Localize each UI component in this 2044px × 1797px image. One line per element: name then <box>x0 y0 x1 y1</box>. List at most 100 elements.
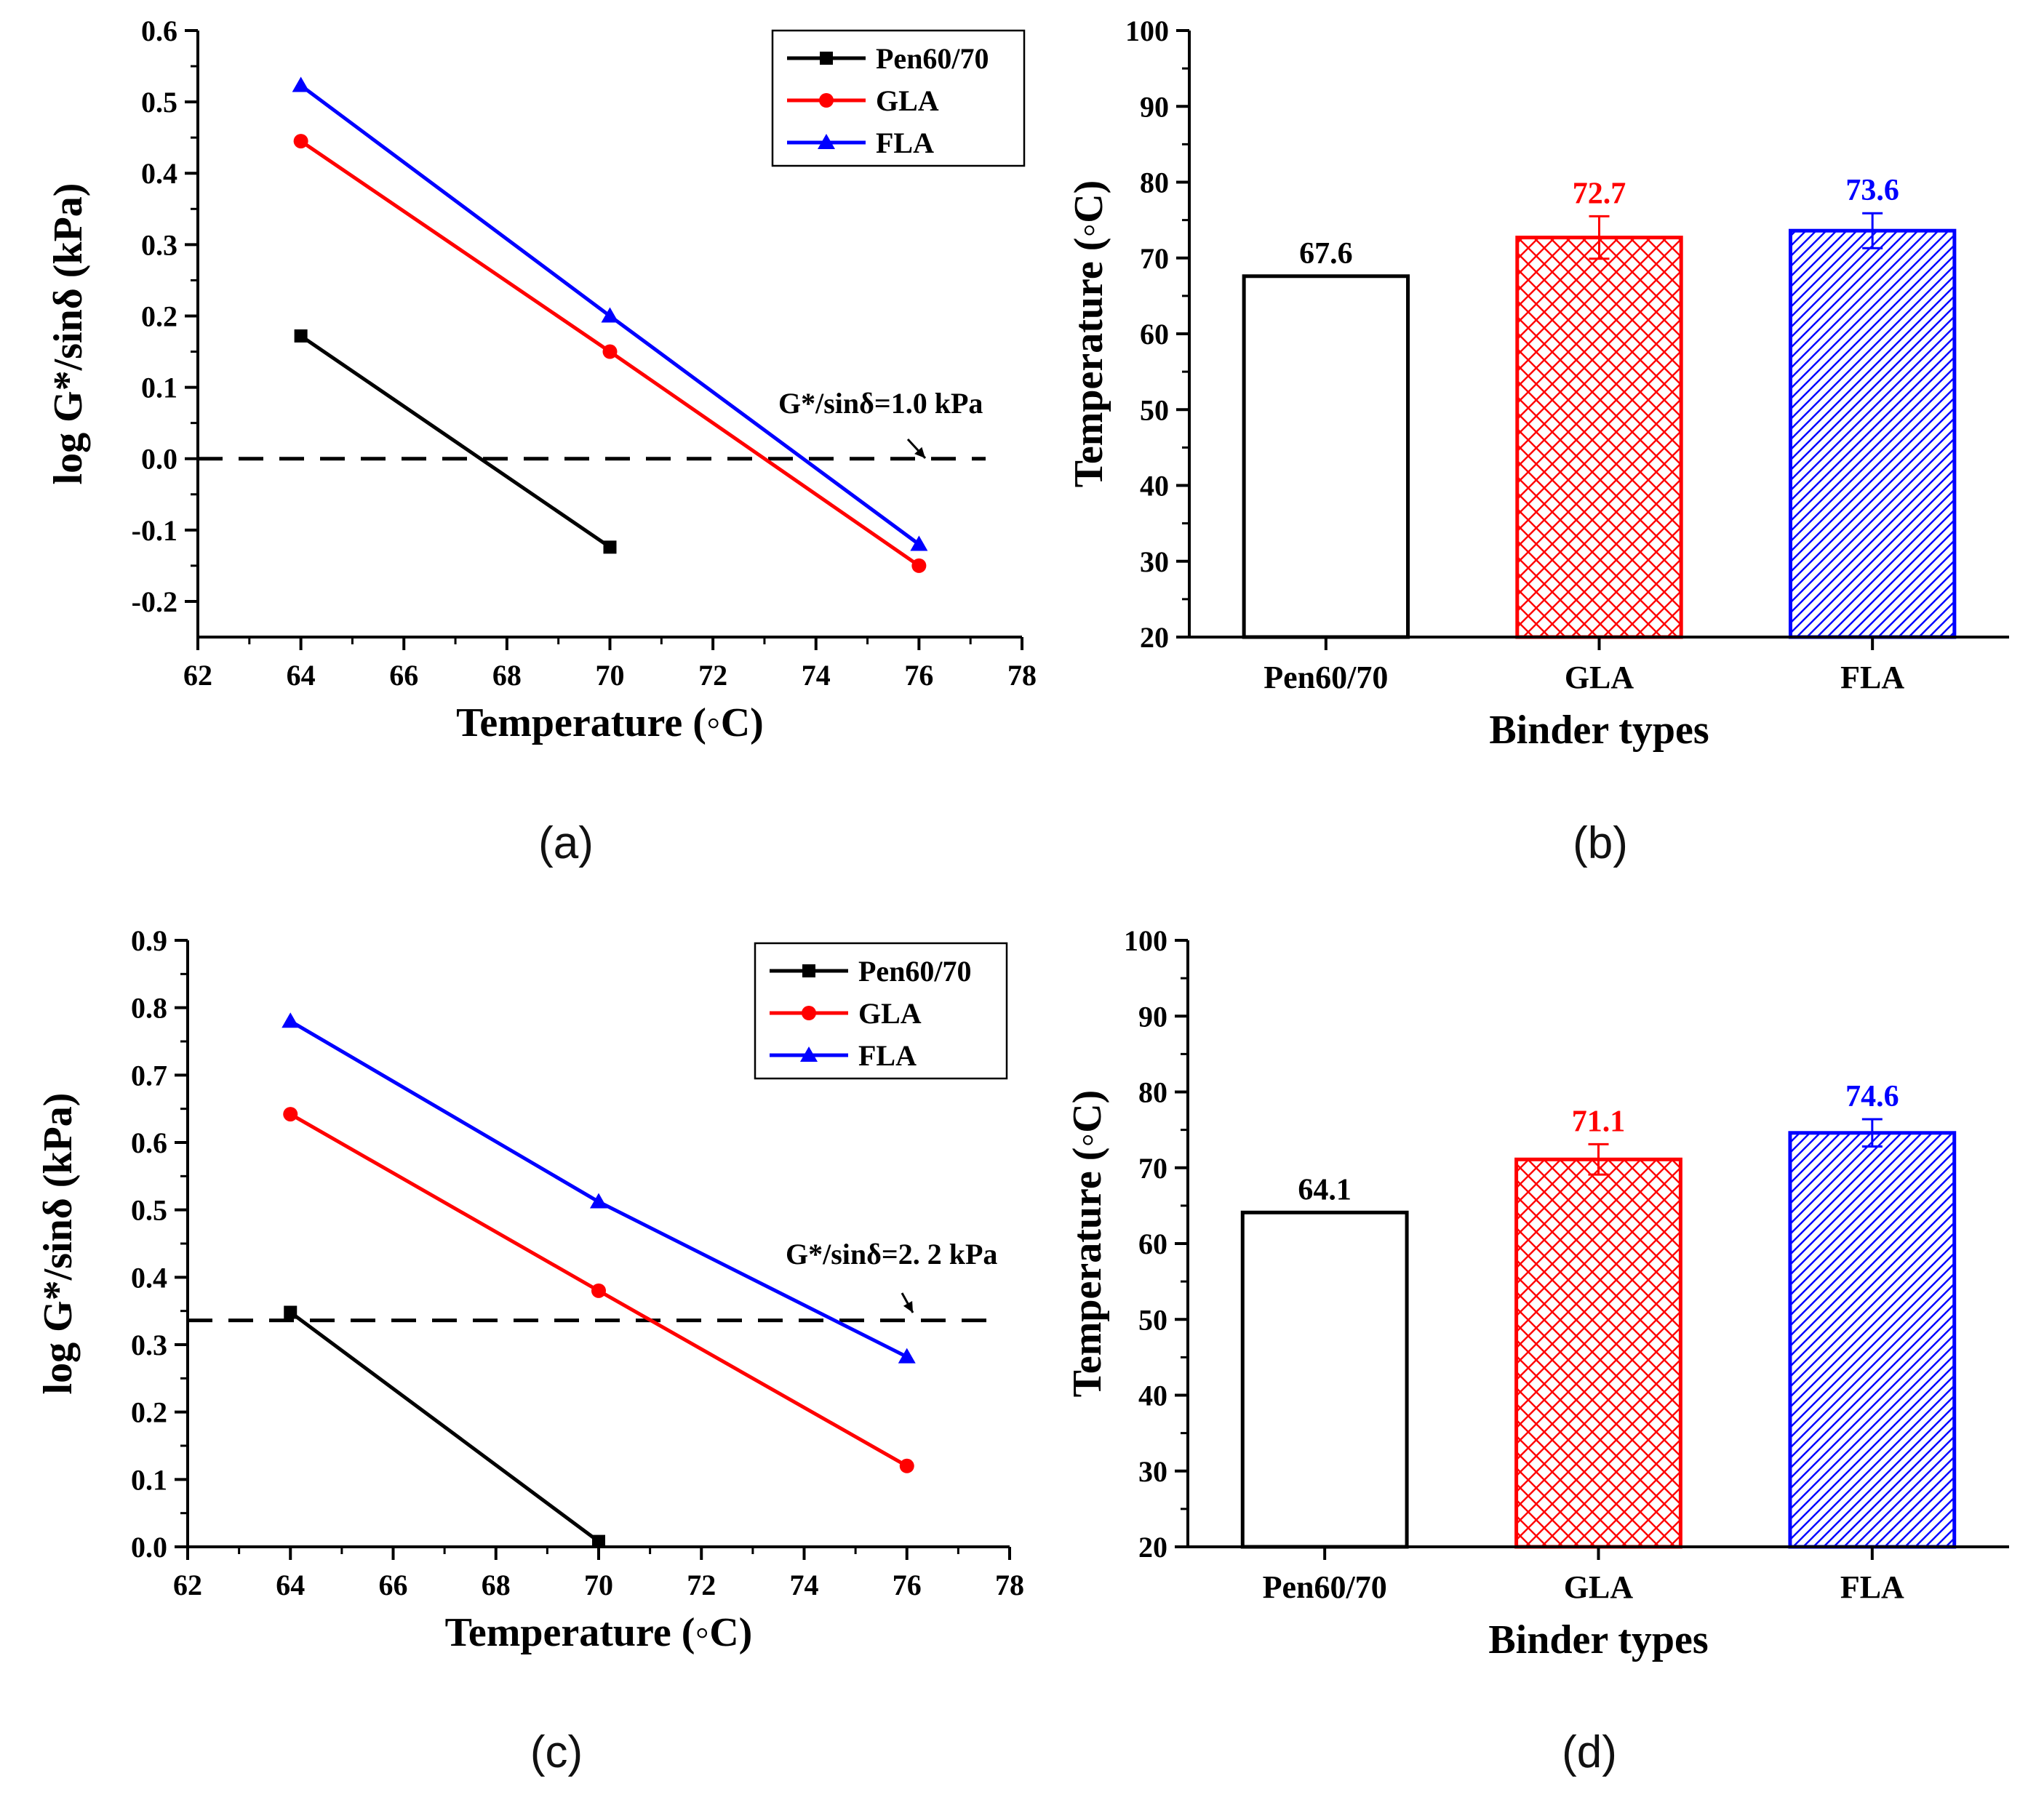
data-point-GLA <box>591 1283 606 1298</box>
legend-label: Pen60/70 <box>858 955 972 988</box>
x-axis-title: Temperature (◦C) <box>445 1610 753 1655</box>
y-tick-label: 0.3 <box>131 1329 167 1361</box>
legend-marker <box>800 1046 818 1062</box>
y-tick-label: 50 <box>1140 393 1169 426</box>
chart-c: 0.0 0.1 0.2 0.3 0.4 0.5 0.6 0.7 0.8 0.9 62 64 66 68 70… <box>36 924 1024 1655</box>
y-tick-label: 0.2 <box>141 300 177 332</box>
y-tick-label: 0.4 <box>131 1261 167 1294</box>
y-tick-label: 0.1 <box>141 372 177 404</box>
value-label-Pen60/70: 64.1 <box>1298 1173 1352 1206</box>
data-point-FLA <box>292 76 310 92</box>
y-tick-label: 40 <box>1140 470 1169 503</box>
data-point-GLA <box>602 344 618 359</box>
panel-label-a: (a) <box>538 818 594 868</box>
value-label-FLA: 74.6 <box>1845 1080 1899 1113</box>
data-point-Pen60/70 <box>294 329 308 343</box>
legend-label: GLA <box>876 84 939 117</box>
x-tick-label: 78 <box>995 1569 1024 1601</box>
y-axis-title: log G*/sinδ (kPa) <box>36 1093 81 1395</box>
data-point-FLA <box>282 1012 300 1028</box>
legend-marker <box>802 1006 816 1020</box>
x-tick-label: 76 <box>904 659 933 692</box>
y-axis-title: Temperature (◦C) <box>1066 180 1111 488</box>
legend-label: FLA <box>858 1039 917 1072</box>
x-tick-label: 64 <box>276 1569 305 1601</box>
y-tick-label: 0.5 <box>141 86 177 119</box>
chart-d: 64.1 Pen60/70 71.1 GLA 74.6 FLA 20 30 40 50 60 70 80… <box>1065 924 2009 1662</box>
x-tick-label: 70 <box>596 659 625 692</box>
legend-marker <box>819 93 834 108</box>
y-tick-label: 90 <box>1138 1000 1167 1033</box>
legend-marker <box>802 964 815 977</box>
y-tick-label: 0.6 <box>131 1126 167 1159</box>
bar-GLA <box>1514 1157 1682 1549</box>
y-tick-label: 0.8 <box>131 992 167 1025</box>
data-point-FLA <box>910 535 928 551</box>
y-tick-label: 0.1 <box>131 1463 167 1496</box>
x-tick-label: 68 <box>482 1569 511 1601</box>
y-tick-label: 50 <box>1138 1303 1167 1336</box>
y-tick-label: 100 <box>1124 924 1167 957</box>
value-label-FLA: 73.6 <box>1845 174 1899 207</box>
data-point-GLA <box>283 1107 298 1122</box>
y-tick-label: 20 <box>1140 621 1169 654</box>
x-tick-label: Pen60/70 <box>1263 1569 1387 1605</box>
reference-line-label: G*/sinδ=1.0 kPa <box>778 387 983 420</box>
panel-label-c: (c) <box>530 1727 583 1777</box>
x-tick-label: 74 <box>790 1569 819 1601</box>
y-tick-label: 80 <box>1140 167 1169 199</box>
x-tick-label: 70 <box>584 1569 613 1601</box>
series-line-Pen60/70 <box>300 334 611 549</box>
data-point-Pen60/70 <box>603 540 617 554</box>
y-tick-label: 0.3 <box>141 228 177 261</box>
y-tick-label: 100 <box>1125 15 1169 47</box>
reference-line-label: G*/sinδ=2. 2 kPa <box>786 1238 997 1270</box>
x-tick-label: 62 <box>183 659 212 692</box>
x-tick-label: 66 <box>389 659 418 692</box>
x-tick-label: 64 <box>287 659 316 692</box>
x-tick-label: 72 <box>698 659 727 692</box>
y-tick-label: 0.9 <box>131 924 167 957</box>
x-tick-label: FLA <box>1840 1569 1904 1605</box>
legend-label: FLA <box>876 127 934 159</box>
bar-FLA <box>1788 228 1957 639</box>
data-point-GLA <box>293 134 308 149</box>
bar-Pen60/70 <box>1240 1210 1409 1549</box>
x-axis-title: Binder types <box>1488 1617 1708 1662</box>
legend-marker <box>818 134 835 149</box>
reference-arrow-head <box>914 447 925 458</box>
reference-arrow-head <box>903 1301 913 1313</box>
x-tick-label: GLA <box>1565 660 1634 695</box>
data-point-GLA <box>899 1458 914 1473</box>
chart-b: 67.6 Pen60/70 72.7 GLA 73.6 FLA 20 30 40 50 60 70 80… <box>1066 15 2009 753</box>
y-tick-label: 0.7 <box>131 1059 167 1092</box>
data-point-Pen60/70 <box>592 1534 605 1548</box>
y-tick-label: 0.5 <box>131 1194 167 1227</box>
panel-label-d: (d) <box>1562 1727 1617 1777</box>
x-tick-label: 72 <box>687 1569 716 1601</box>
y-axis-title: Temperature (◦C) <box>1065 1090 1110 1398</box>
data-point-FLA <box>590 1193 607 1209</box>
y-tick-label: 60 <box>1138 1228 1167 1260</box>
bar-FLA <box>1788 1131 1957 1549</box>
y-tick-label: -0.2 <box>132 585 177 618</box>
y-tick-label: 30 <box>1138 1455 1167 1488</box>
data-point-Pen60/70 <box>284 1305 298 1319</box>
y-tick-label: 30 <box>1140 545 1169 578</box>
x-axis-title: Binder types <box>1489 708 1709 753</box>
legend-label: Pen60/70 <box>876 42 989 75</box>
y-tick-label: 40 <box>1138 1380 1167 1412</box>
y-tick-label: 70 <box>1138 1152 1167 1185</box>
x-tick-label: 66 <box>379 1569 408 1601</box>
series-line-Pen60/70 <box>289 1310 600 1543</box>
y-tick-label: 70 <box>1140 242 1169 275</box>
x-tick-label: GLA <box>1564 1569 1634 1605</box>
x-tick-label: 68 <box>492 659 522 692</box>
chart-a: -0.2 -0.1 0.0 0.1 0.2 0.3 0.4 0.5 0.6 62 64 66 68 70 7… <box>46 15 1037 745</box>
x-tick-label: FLA <box>1840 660 1904 695</box>
bar-GLA <box>1515 236 1683 639</box>
x-tick-label: 74 <box>802 659 831 692</box>
y-axis-title: log G*/sinδ (kPa) <box>46 183 91 485</box>
y-tick-label: 0.4 <box>141 157 177 190</box>
